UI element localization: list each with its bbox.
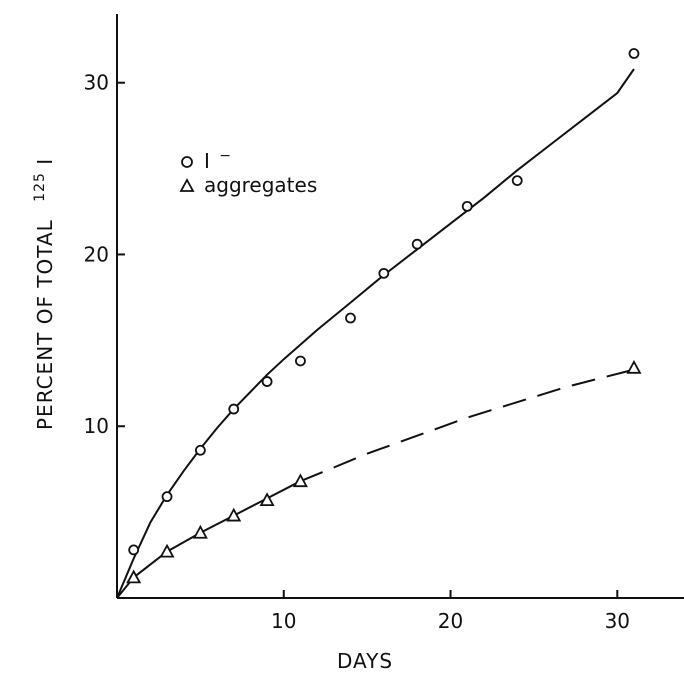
iodide-data-point [628,48,640,59]
aggregates-data-point [126,569,142,584]
aggregates-data-point [226,507,242,522]
iodide-data-point [461,200,473,212]
legend-label-iodide-superscript: − [219,148,231,164]
iodide-data-point [128,544,140,556]
aggregates-data-point [192,524,208,539]
aggregates-fit-line-dashed [300,368,635,483]
iodide-data-point [194,444,206,456]
iodide-data-point [261,376,273,387]
iodide-data-point [411,238,423,250]
x-axis-title: DAYS [337,649,393,673]
data-markers [126,48,642,584]
y-ticks: 10 20 30 [84,71,125,438]
legend-triangle-marker [179,178,195,192]
axes [116,14,684,599]
y-axis-title-text: PERCENT OF TOTAL [33,219,57,430]
aggregates-fit-line-solid [116,480,301,599]
aggregates-data-point [626,359,642,374]
y-axis-title-superscript: 125 [32,172,48,202]
iodide-fit-line [116,68,635,599]
svg-text:I −: I − [204,148,231,173]
legend-label-aggregates: aggregates [204,173,317,197]
legend-circle-marker [181,156,193,168]
aggregates-data-point [292,473,308,488]
iodide-data-point [345,312,356,324]
aggregates-data-point [159,543,175,558]
iodide-data-point [161,491,173,503]
y-tick-label: 10 [84,414,109,438]
svg-text:PERCENT OF TOTAL 125: PERCENT OF TOTAL 125 I [25,158,57,430]
fit-lines [116,68,635,599]
iodide-data-point [295,355,306,367]
x-tick-label: 10 [271,609,296,633]
y-tick-label: 20 [84,242,109,266]
iodide-data-point [511,175,523,187]
x-tick-label: 30 [605,609,630,633]
x-ticks: 10 20 30 [271,590,630,633]
x-tick-label: 20 [438,609,463,633]
y-axis-title-suffix: I [33,158,57,165]
aggregates-data-point [259,492,275,506]
iodide-data-point [378,267,390,279]
y-axis-title: PERCENT OF TOTAL 125 I [25,158,57,430]
legend-label-iodide: I [204,149,210,173]
y-tick-label: 30 [84,71,109,95]
iodide-data-point [228,403,240,415]
legend: I − aggregates [179,148,317,197]
